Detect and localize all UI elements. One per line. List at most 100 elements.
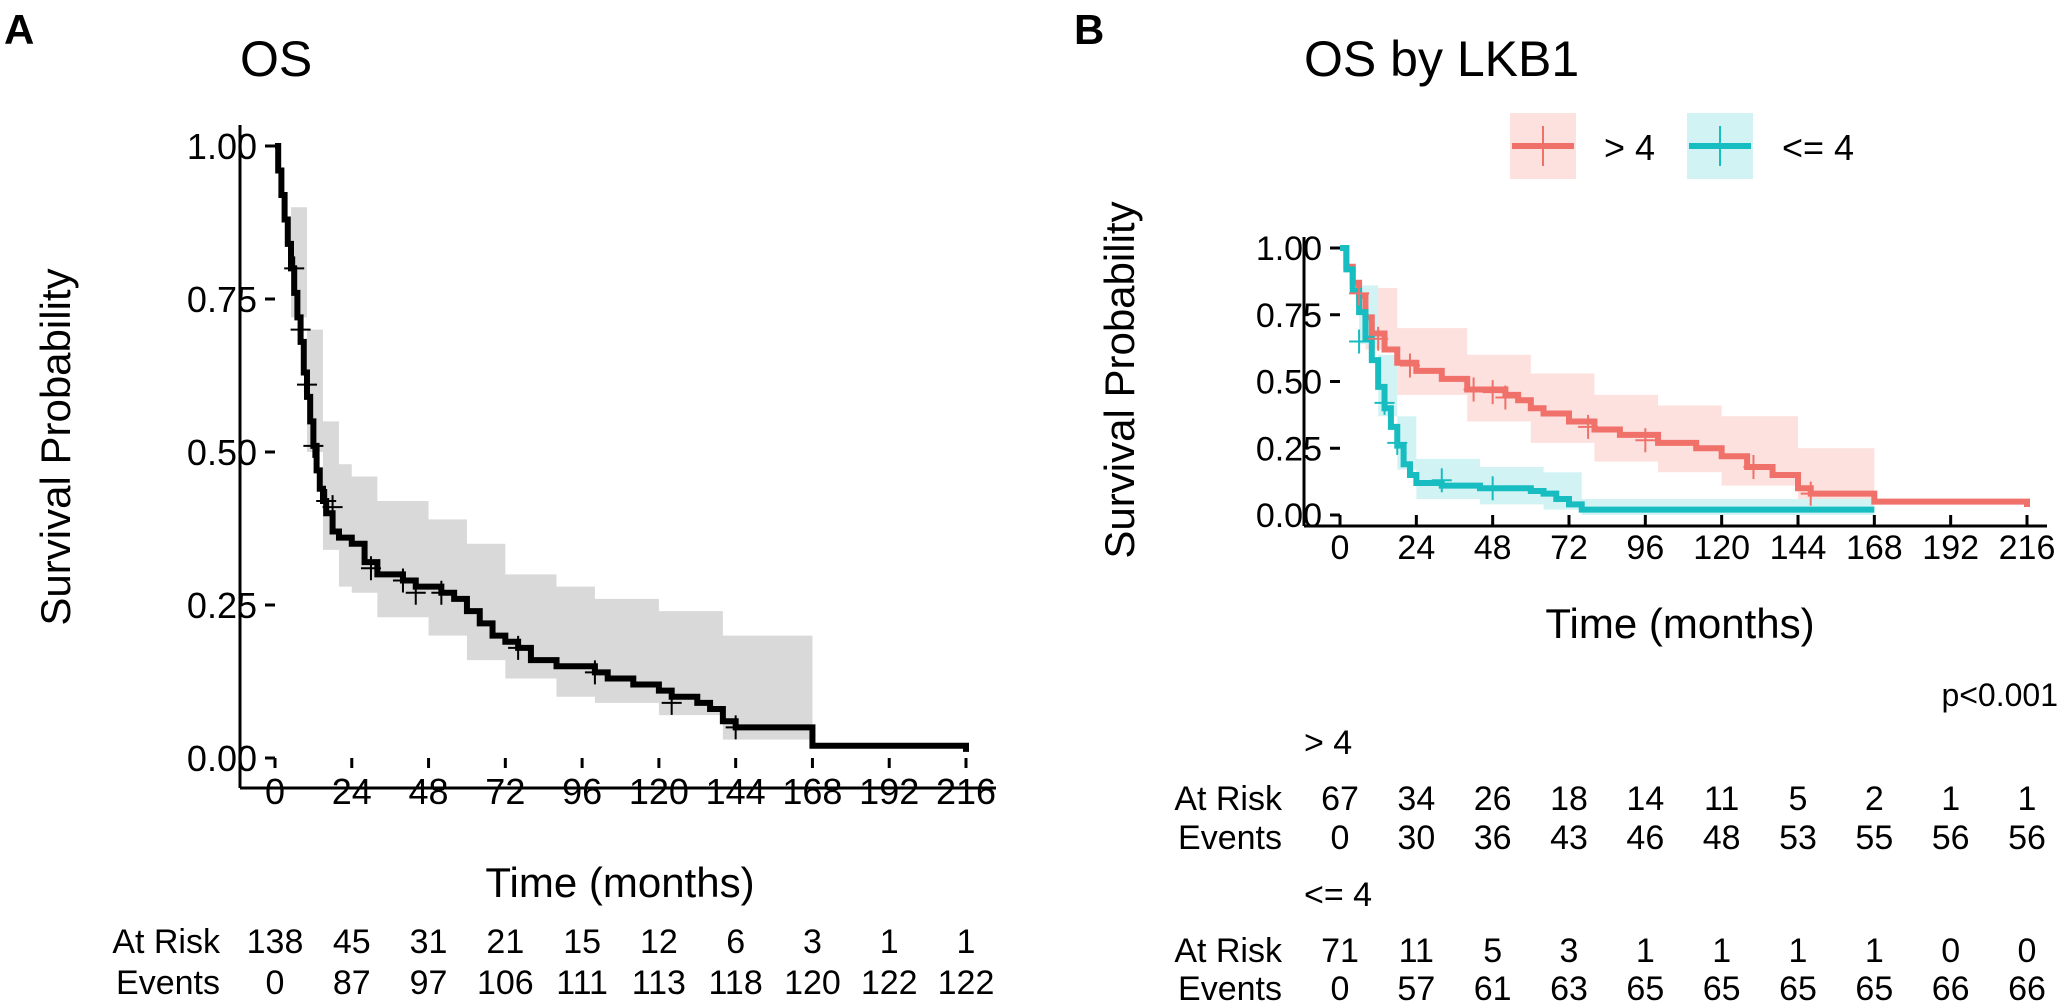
- y-tick-label: 1.00: [187, 126, 257, 167]
- events-value: 97: [410, 964, 448, 1002]
- events-value: 0: [1331, 819, 1350, 857]
- series-0-censor-mark: [1399, 353, 1420, 378]
- series-0-censor-mark: [1743, 454, 1764, 479]
- panel-a-ylabel: Survival Probability: [32, 268, 79, 625]
- series-0-censor-mark: [1482, 380, 1503, 405]
- events-value: 0: [266, 964, 285, 1002]
- y-tick-label: 0.75: [1256, 297, 1322, 335]
- at-risk-value: 1: [1712, 932, 1731, 970]
- panel-b-y-ticks: 0.00 0.25 0.50 0.75 1.00: [1256, 230, 1340, 535]
- at-risk-value: 1: [2018, 780, 2037, 818]
- panel-b-title: OS by LKB1: [1304, 31, 1579, 87]
- panel-b-ylabel: Survival Probability: [1096, 201, 1143, 558]
- x-tick-label: 120: [1693, 529, 1750, 567]
- panel-b-ci-bands: [1340, 248, 1875, 515]
- events-value: 61: [1474, 970, 1512, 1008]
- series-0-censor-mark: [1578, 414, 1599, 439]
- events-value: 65: [1703, 970, 1741, 1008]
- legend-label-gt4: > 4: [1604, 127, 1655, 168]
- panel-a-censor-marks: [284, 256, 746, 740]
- panel-a-x-ticks: 0 24 48 72 96 120 144 168 192 216: [265, 758, 996, 812]
- panel-b-legend: > 4 <= 4: [1510, 113, 1854, 179]
- x-tick-label: 192: [859, 771, 919, 812]
- x-tick-label: 0: [265, 771, 285, 812]
- x-tick-label: 0: [1331, 529, 1350, 567]
- series-1-censor-mark: [1431, 468, 1452, 493]
- x-tick-label: 96: [562, 771, 602, 812]
- events-value: 87: [333, 964, 371, 1002]
- panel-a-risk-label-atrisk: At Risk: [112, 923, 221, 961]
- at-risk-value: 0: [2018, 932, 2037, 970]
- events-value: 46: [1626, 819, 1664, 857]
- at-risk-value: 14: [1626, 780, 1664, 818]
- panel-b-xlabel: Time (months): [1545, 600, 1814, 647]
- series-0-censor-mark: [296, 372, 317, 397]
- x-tick-label: 72: [485, 771, 525, 812]
- x-tick-label: 144: [706, 771, 766, 812]
- x-tick-label: 48: [409, 771, 449, 812]
- at-risk-value: 2: [1865, 780, 1884, 818]
- at-risk-value: 5: [1789, 780, 1808, 818]
- at-risk-value: 1: [880, 923, 899, 961]
- events-value: 66: [1932, 970, 1970, 1008]
- panel-a-risk-label-events: Events: [116, 964, 220, 1002]
- risk-le4-label-events: Events: [1178, 970, 1282, 1008]
- at-risk-value: 31: [410, 923, 448, 961]
- at-risk-value: 15: [563, 923, 601, 961]
- events-value: 66: [2008, 970, 2046, 1008]
- at-risk-value: 1: [1789, 932, 1808, 970]
- x-tick-label: 24: [332, 771, 372, 812]
- y-tick-label: 0.00: [187, 738, 257, 779]
- x-tick-label: 24: [1397, 529, 1435, 567]
- y-tick-label: 0.00: [1256, 497, 1322, 535]
- at-risk-value: 5: [1483, 932, 1502, 970]
- panel-a: A OS Survival Probability 0.000.250.500.…: [4, 6, 996, 1002]
- panel-a-ci-bands: [275, 146, 813, 752]
- at-risk-value: 11: [1399, 932, 1434, 970]
- x-tick-label: 120: [629, 771, 689, 812]
- series-0-censor-mark: [1635, 428, 1656, 453]
- events-value: 120: [784, 964, 841, 1002]
- series-0-censor-mark: [725, 715, 746, 740]
- events-value: 113: [632, 964, 686, 1002]
- events-value: 63: [1550, 970, 1588, 1008]
- panel-b-p-value: p<0.001: [1941, 677, 2058, 713]
- at-risk-value: 21: [486, 923, 524, 961]
- events-value: 43: [1550, 819, 1588, 857]
- series-0-censor-mark: [1349, 281, 1370, 306]
- events-value: 106: [477, 964, 534, 1002]
- panel-b-censor-marks: [1349, 281, 1821, 506]
- series-0-survival-curve: [1340, 245, 2030, 507]
- at-risk-value: 6: [726, 923, 745, 961]
- at-risk-value: 1: [1865, 932, 1884, 970]
- series-1-censor-mark: [1387, 430, 1408, 455]
- legend-label-le4: <= 4: [1782, 127, 1854, 168]
- panel-a-title: OS: [240, 31, 312, 87]
- at-risk-value: 45: [333, 923, 371, 961]
- at-risk-value: 3: [1560, 932, 1579, 970]
- x-tick-label: 192: [1922, 529, 1979, 567]
- series-0-censor-mark: [431, 580, 452, 605]
- risk-group-le4-label: <= 4: [1304, 876, 1372, 914]
- at-risk-value: 71: [1321, 932, 1359, 970]
- series-0-censor-mark: [290, 317, 311, 342]
- x-tick-label: 96: [1626, 529, 1664, 567]
- series-1-censor-mark: [1349, 329, 1370, 354]
- risk-gt4-label-atrisk: At Risk: [1174, 780, 1283, 818]
- series-1-censor-mark: [1374, 390, 1395, 415]
- series-0-censor-mark: [1800, 481, 1821, 506]
- series-0-censor-mark: [303, 433, 324, 458]
- series-0-censor-mark: [584, 660, 605, 685]
- series-0-censor-mark: [1495, 385, 1516, 410]
- panel-a-risk-table: 1380458731972110615111121136118312011221…: [247, 923, 995, 1002]
- series-0-censor-mark: [661, 690, 682, 715]
- y-tick-label: 0.25: [187, 585, 257, 626]
- series-0-censor-mark: [1368, 326, 1389, 351]
- panel-b-label: B: [1074, 6, 1104, 53]
- events-value: 65: [1626, 970, 1664, 1008]
- at-risk-value: 34: [1397, 780, 1435, 818]
- events-value: 56: [2008, 819, 2046, 857]
